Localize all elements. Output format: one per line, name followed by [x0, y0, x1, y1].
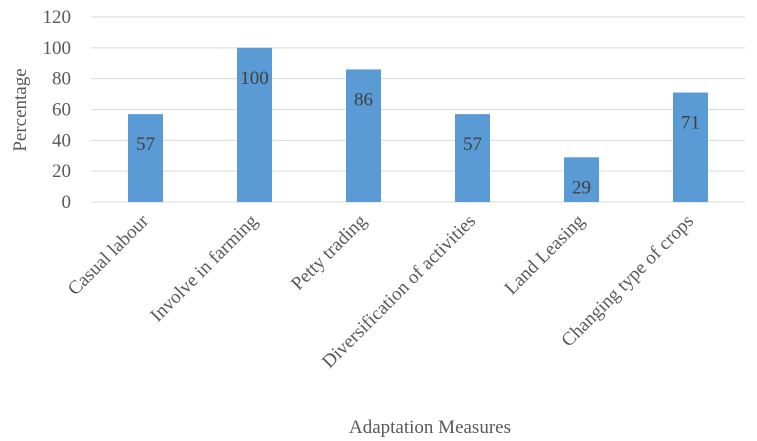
- y-tick-label: 100: [43, 38, 72, 59]
- x-category-label: Land Leasing: [501, 210, 590, 299]
- bar: [346, 69, 381, 203]
- y-tick-label: 40: [52, 130, 71, 151]
- y-tick-label: 20: [52, 161, 71, 182]
- bar: [128, 114, 163, 202]
- y-tick-label: 80: [52, 69, 71, 90]
- y-tick-label: 60: [52, 100, 71, 121]
- y-axis-ticks: 0 20 40 60 80 100 120: [43, 7, 72, 213]
- x-axis-title: Adaptation Measures: [349, 417, 511, 438]
- y-axis-title: Percentage: [10, 68, 31, 151]
- data-label: 57: [463, 134, 482, 155]
- x-category-label: Petty trading: [287, 210, 371, 294]
- x-category-label: Casual labour: [64, 210, 154, 300]
- y-tick-label: 0: [62, 192, 72, 213]
- data-label: 29: [572, 177, 591, 198]
- gridlines: [91, 16, 745, 203]
- data-label: 100: [240, 68, 269, 89]
- data-labels: 57 100 86 57 29 71: [136, 68, 700, 198]
- bar: [564, 157, 599, 202]
- data-label: 57: [136, 134, 155, 155]
- bar: [673, 92, 708, 202]
- data-label: 71: [681, 113, 700, 134]
- y-tick-label: 120: [43, 7, 72, 28]
- x-category-label: Involve in farming: [146, 210, 262, 326]
- data-label: 86: [354, 89, 373, 110]
- bars: [128, 47, 708, 203]
- bar: [237, 47, 272, 203]
- bar: [455, 114, 490, 202]
